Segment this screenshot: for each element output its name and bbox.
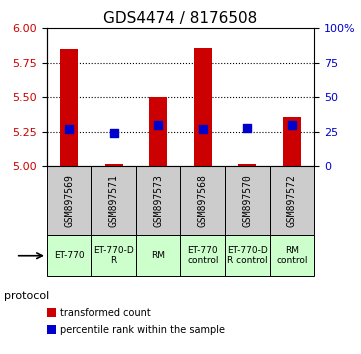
Bar — [270, 166, 314, 235]
Text: RM: RM — [151, 251, 165, 260]
Bar — [194, 48, 212, 166]
Text: GSM897569: GSM897569 — [64, 175, 74, 227]
Text: ET-770-D
R: ET-770-D R — [93, 246, 134, 266]
Bar — [105, 164, 123, 166]
Bar — [270, 235, 314, 276]
Text: protocol: protocol — [4, 291, 49, 301]
Text: GSM897573: GSM897573 — [153, 175, 163, 227]
Point — [155, 122, 161, 128]
Bar — [91, 166, 136, 235]
Bar — [136, 166, 180, 235]
Text: GSM897571: GSM897571 — [109, 175, 119, 227]
Bar — [47, 235, 91, 276]
Text: percentile rank within the sample: percentile rank within the sample — [60, 325, 225, 335]
Text: GSM897568: GSM897568 — [198, 175, 208, 227]
Text: ET-770
control: ET-770 control — [187, 246, 218, 266]
Text: transformed count: transformed count — [60, 308, 150, 318]
Bar — [238, 164, 256, 166]
Point — [244, 125, 250, 131]
Bar — [149, 97, 167, 166]
Text: GSM897570: GSM897570 — [242, 175, 252, 227]
Bar — [225, 166, 270, 235]
Bar — [60, 49, 78, 166]
Text: ET-770: ET-770 — [54, 251, 84, 260]
Point — [111, 130, 117, 136]
Bar — [136, 235, 180, 276]
Text: RM
control: RM control — [276, 246, 308, 266]
Title: GDS4474 / 8176508: GDS4474 / 8176508 — [103, 11, 258, 26]
Text: GSM897572: GSM897572 — [287, 175, 297, 227]
Bar — [180, 166, 225, 235]
Point — [289, 122, 295, 128]
Bar — [47, 166, 91, 235]
Bar — [283, 117, 301, 166]
Bar — [180, 235, 225, 276]
Point — [66, 126, 72, 132]
Bar — [225, 235, 270, 276]
Text: ET-770-D
R control: ET-770-D R control — [227, 246, 268, 266]
Point — [200, 126, 206, 132]
Bar — [91, 235, 136, 276]
